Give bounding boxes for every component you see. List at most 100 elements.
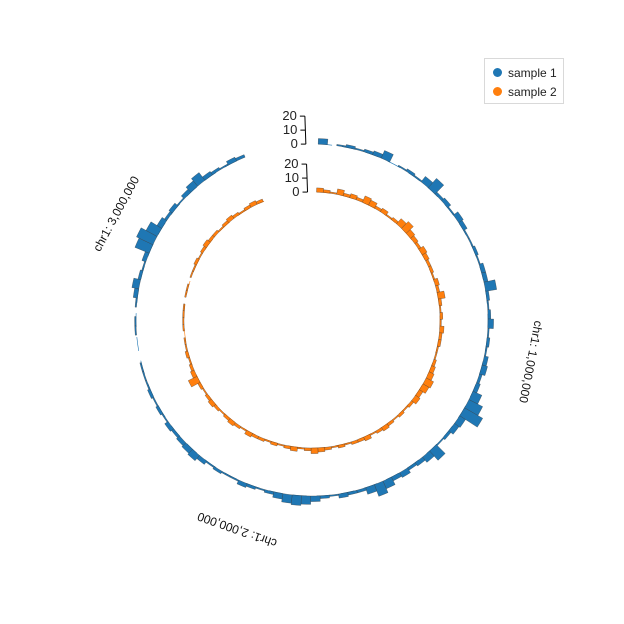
histogram-bar <box>207 398 216 408</box>
histogram-bar <box>363 434 372 442</box>
histogram-bar <box>251 433 259 440</box>
position-label: chr1: 2,000,000 <box>195 509 279 550</box>
histogram-bar <box>486 300 490 310</box>
histogram-bar <box>272 491 284 500</box>
histogram-bar <box>467 237 474 248</box>
histogram-bar <box>156 217 167 229</box>
histogram-bar <box>197 252 203 260</box>
histogram-bar <box>401 221 414 234</box>
histogram-bar <box>422 450 435 463</box>
histogram-bar <box>484 346 488 357</box>
histogram-bar <box>188 363 195 372</box>
histogram-bar <box>152 397 159 407</box>
histogram-bar <box>164 421 174 432</box>
histogram-bar <box>336 144 347 148</box>
histogram-bar <box>345 144 356 150</box>
histogram-bar <box>310 495 321 502</box>
histogram-bar <box>434 191 444 201</box>
histogram-bar <box>171 428 180 438</box>
histogram-bar <box>189 270 194 278</box>
histogram-bar <box>481 271 489 283</box>
histogram-bar <box>439 325 445 334</box>
track-baseline <box>183 191 441 449</box>
histogram-bar <box>164 211 173 221</box>
histogram-bar <box>190 369 198 379</box>
histogram-bar <box>226 156 237 166</box>
histogram-bar <box>139 362 144 373</box>
histogram-bar <box>427 178 445 195</box>
histogram-bar <box>481 355 489 367</box>
histogram-bar <box>414 456 426 467</box>
histogram-bar <box>435 345 439 354</box>
histogram-bar <box>391 472 402 482</box>
histogram-bar <box>428 265 434 274</box>
histogram-bar <box>405 229 416 239</box>
histogram-bar <box>329 493 339 497</box>
histogram-bar <box>133 287 139 299</box>
histogram-bar <box>316 187 324 193</box>
histogram-bar <box>447 206 455 216</box>
histogram-bar <box>350 439 359 445</box>
track-sample-2 <box>182 187 446 454</box>
histogram-bar <box>182 324 185 332</box>
histogram-bar <box>486 328 490 338</box>
histogram-bar <box>369 430 377 436</box>
histogram-bar <box>202 387 208 395</box>
histogram-bar <box>337 443 346 449</box>
histogram-bar <box>290 446 298 452</box>
y-axis-tick-label: 20 <box>282 108 296 123</box>
histogram-bar <box>442 430 452 440</box>
histogram-bar <box>422 377 434 389</box>
y-axis-tick-label: 0 <box>291 136 298 151</box>
histogram-bar <box>281 493 293 504</box>
histogram-bar <box>397 410 405 418</box>
histogram-bar <box>436 437 444 446</box>
histogram-bar <box>145 221 162 237</box>
histogram-bar <box>134 316 137 326</box>
histogram-bar <box>246 483 257 490</box>
histogram-bar <box>365 484 378 495</box>
histogram-bar <box>422 252 430 262</box>
histogram-bar <box>142 371 147 381</box>
histogram-bar <box>263 489 275 495</box>
histogram-bar <box>433 352 438 360</box>
histogram-bar <box>487 318 494 329</box>
histogram-bar <box>375 427 384 434</box>
histogram-bar <box>430 272 435 280</box>
histogram-bar <box>264 438 272 443</box>
histogram-bar <box>212 229 220 238</box>
histogram-bar <box>240 426 247 432</box>
histogram-bar <box>244 429 253 438</box>
histogram-bar <box>439 319 442 327</box>
histogram-bar <box>425 259 432 268</box>
histogram-bar <box>479 364 488 376</box>
histogram-bar <box>435 285 440 293</box>
histogram-bar <box>137 269 144 280</box>
histogram-bar <box>161 413 169 423</box>
histogram-bar <box>181 442 193 454</box>
histogram-bar <box>324 446 332 451</box>
histogram-bar <box>418 245 428 256</box>
histogram-bar <box>438 298 443 307</box>
legend: sample 1 sample 2 <box>484 58 564 104</box>
histogram-bar <box>225 214 235 223</box>
histogram-bar <box>356 487 367 494</box>
histogram-bar <box>355 197 364 203</box>
histogram-bar <box>349 193 358 201</box>
histogram-bar <box>485 290 490 301</box>
histogram-bar <box>182 310 185 318</box>
histogram-bar <box>454 415 466 428</box>
track-baseline <box>135 143 489 497</box>
histogram-bar <box>236 479 248 488</box>
histogram-bar <box>217 225 225 233</box>
histogram-bar <box>485 337 491 348</box>
histogram-bar <box>184 350 190 359</box>
histogram-bar <box>463 229 470 239</box>
histogram-bar <box>277 443 285 447</box>
legend-item: sample 1 <box>493 63 563 82</box>
histogram-bar <box>141 251 150 263</box>
histogram-bar <box>459 407 483 428</box>
histogram-bar <box>381 150 394 163</box>
histogram-bar <box>185 283 190 291</box>
